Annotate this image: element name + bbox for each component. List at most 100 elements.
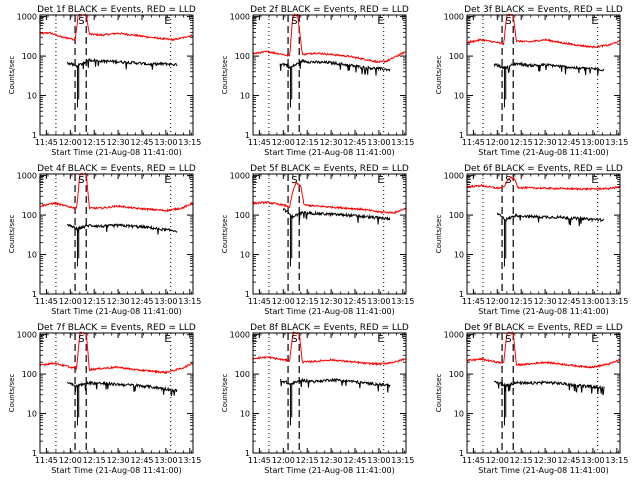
y-tick-label: 1 <box>459 449 464 458</box>
y-tick-label: 1000 <box>230 13 250 22</box>
x-tick-label: 11:45 <box>462 297 485 306</box>
y-axis-label: Counts/sec <box>8 374 16 413</box>
y-tick-label: 100 <box>449 52 464 61</box>
y-tick-label: 1000 <box>17 331 37 340</box>
series-events <box>279 58 391 76</box>
chart-panel-9: Det 9f BLACK = Events, RED = LLD Counts/s… <box>435 323 628 475</box>
x-tick-label: 12:00 <box>486 297 509 306</box>
y-tick-label: 1 <box>245 290 250 299</box>
segment-marker: E <box>164 175 170 186</box>
segment-marker: E <box>251 334 257 345</box>
x-tick-label: 12:00 <box>59 456 82 465</box>
plot-frame <box>252 332 407 454</box>
y-tick-label: 10 <box>240 92 250 101</box>
series-events <box>67 380 178 397</box>
x-tick-label: 12:15 <box>510 138 533 147</box>
y-tick-label: 1 <box>459 131 464 140</box>
segment-marker: E <box>591 334 597 345</box>
y-tick-label: 10 <box>454 92 464 101</box>
segment-marker: E <box>465 175 471 186</box>
segment-marker: E <box>38 16 44 27</box>
x-tick-label: 13:00 <box>154 456 177 465</box>
x-tick-label: 12:45 <box>130 297 153 306</box>
x-axis-label: Start Time (21-Aug-08 11:41:00) <box>478 466 609 475</box>
x-tick-label: 13:00 <box>154 297 177 306</box>
chart-title: Det 7f BLACK = Events, RED = LLD <box>37 323 196 333</box>
y-tick-label: 1000 <box>444 172 464 181</box>
y-tick-label: 10 <box>454 251 464 260</box>
y-axis-label: Counts/sec <box>435 215 443 254</box>
chart-title: Det 3f BLACK = Events, RED = LLD <box>464 5 623 15</box>
plot-frame <box>39 173 194 295</box>
x-tick-label: 12:15 <box>296 138 319 147</box>
x-tick-label: 12:30 <box>320 138 343 147</box>
segment-marker: S <box>291 175 297 186</box>
y-axis-label: Counts/sec <box>221 56 229 95</box>
series-lld <box>39 172 194 213</box>
x-tick-label: 13:15 <box>391 138 414 147</box>
series-events <box>280 377 391 393</box>
segment-marker: E <box>164 334 170 345</box>
x-tick-label: 12:30 <box>320 297 343 306</box>
chart-panel-6: Det 6f BLACK = Events, RED = LLD Counts/s… <box>435 164 628 316</box>
segment-marker: E <box>377 334 383 345</box>
x-tick-label: 11:45 <box>462 456 485 465</box>
segment-marker: S <box>291 16 297 27</box>
x-tick-label: 12:45 <box>130 456 153 465</box>
series-lld <box>466 13 621 49</box>
segment-marker: E <box>465 16 471 27</box>
x-tick-label: 12:00 <box>272 456 295 465</box>
series-events <box>493 61 605 76</box>
y-tick-label: 100 <box>22 211 37 220</box>
x-tick-label: 12:15 <box>83 456 106 465</box>
x-tick-label: 12:00 <box>486 138 509 147</box>
y-tick-label: 10 <box>240 251 250 260</box>
y-tick-label: 100 <box>449 370 464 379</box>
x-axis-label: Start Time (21-Aug-08 11:41:00) <box>51 307 182 316</box>
y-tick-label: 1 <box>32 290 37 299</box>
chart-title: Det 5f BLACK = Events, RED = LLD <box>250 164 409 174</box>
x-tick-label: 11:45 <box>248 456 271 465</box>
y-tick-label: 1 <box>459 290 464 299</box>
x-tick-label: 13:15 <box>178 138 201 147</box>
chart-panel-3: Det 3f BLACK = Events, RED = LLD Counts/s… <box>435 5 628 157</box>
y-tick-label: 1000 <box>444 13 464 22</box>
x-axis-label: Start Time (21-Aug-08 11:41:00) <box>264 307 395 316</box>
chart-title: Det 2f BLACK = Events, RED = LLD <box>250 5 409 15</box>
x-tick-label: 12:00 <box>59 297 82 306</box>
segment-marker: E <box>251 175 257 186</box>
x-axis-label: Start Time (21-Aug-08 11:41:00) <box>478 307 609 316</box>
y-tick-label: 100 <box>22 52 37 61</box>
series-lld <box>466 331 620 369</box>
chart-panel-2: Det 2f BLACK = Events, RED = LLD Counts/s… <box>221 5 414 157</box>
x-tick-label: 13:15 <box>605 138 628 147</box>
x-axis-label: Start Time (21-Aug-08 11:41:00) <box>51 466 182 475</box>
y-axis-label: Counts/sec <box>8 56 16 95</box>
plot-frame <box>39 332 194 454</box>
x-tick-label: 12:15 <box>83 138 106 147</box>
series-events <box>282 208 391 225</box>
segment-marker: S <box>505 175 511 186</box>
y-tick-label: 10 <box>27 410 37 419</box>
segment-marker: E <box>591 16 597 27</box>
y-tick-label: 100 <box>235 211 250 220</box>
series-events <box>66 223 178 235</box>
x-tick-label: 12:45 <box>343 456 366 465</box>
x-tick-label: 12:00 <box>486 456 509 465</box>
x-tick-label: 13:15 <box>178 297 201 306</box>
chart-panel-4: Det 4f BLACK = Events, RED = LLD Counts/s… <box>8 164 201 316</box>
y-tick-label: 10 <box>240 410 250 419</box>
x-tick-label: 12:15 <box>296 297 319 306</box>
y-tick-label: 1000 <box>17 13 37 22</box>
x-tick-label: 12:00 <box>272 297 295 306</box>
x-tick-label: 12:15 <box>296 456 319 465</box>
series-events <box>66 58 178 70</box>
chart-title: Det 4f BLACK = Events, RED = LLD <box>37 164 196 174</box>
x-axis-label: Start Time (21-Aug-08 11:41:00) <box>264 148 395 157</box>
series-events <box>494 379 605 396</box>
y-tick-label: 1000 <box>230 172 250 181</box>
y-tick-label: 10 <box>454 410 464 419</box>
y-tick-label: 10 <box>27 251 37 260</box>
chart-panel-5: Det 5f BLACK = Events, RED = LLD Counts/s… <box>221 164 414 316</box>
y-tick-label: 1 <box>245 449 250 458</box>
